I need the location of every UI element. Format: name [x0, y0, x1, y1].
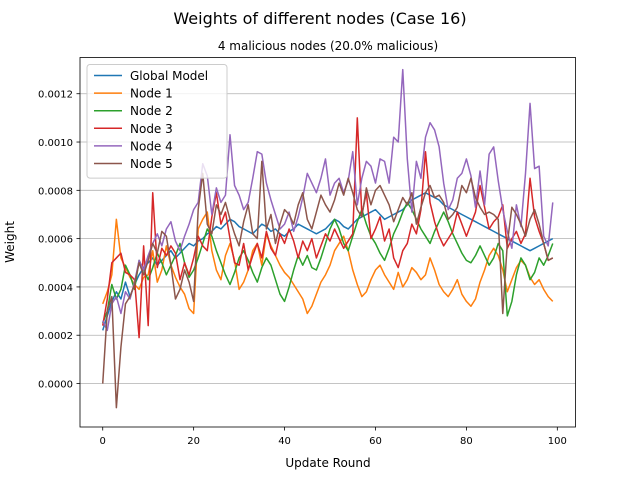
y-tick-label: 0.0012 — [38, 90, 73, 101]
legend-label: Node 5 — [130, 157, 173, 171]
y-tick-label: 0.0008 — [38, 186, 73, 197]
x-tick-label: 0 — [100, 436, 106, 447]
series-line-4 — [102, 68, 554, 332]
y-tick-label: 0.0000 — [38, 380, 73, 391]
legend-label: Node 2 — [130, 104, 173, 118]
x-tick-label: 40 — [278, 436, 291, 447]
legend-label: Global Model — [130, 69, 208, 83]
y-tick-label: 0.0010 — [38, 138, 73, 149]
y-axis-ticks: 0.0000 0.0002 0.0004 0.0006 0.0008 0.0010 0.00… — [38, 90, 80, 391]
series-line-0 — [102, 191, 554, 331]
legend: Global Model Node 1 Node 2 Node 3 Node 4 Node… — [86, 64, 228, 179]
chart-subtitle: 4 malicious nodes (20.0% malicious) — [218, 39, 438, 53]
series-line-5 — [101, 160, 554, 409]
chart-title: Weights of different nodes (Case 16) — [173, 9, 466, 28]
x-tick-label: 80 — [460, 436, 473, 447]
plot-frame — [79, 57, 576, 428]
series-lines — [101, 68, 554, 409]
series-line-3 — [101, 117, 554, 339]
legend-label: Node 3 — [130, 122, 173, 136]
y-tick-label: 0.0004 — [38, 283, 73, 294]
x-tick-label: 20 — [187, 436, 200, 447]
x-tick-label: 60 — [369, 436, 382, 447]
y-tick-label: 0.0006 — [38, 235, 73, 246]
legend-label: Node 4 — [130, 139, 173, 153]
y-tick-label: 0.0002 — [38, 331, 73, 342]
x-tick-label: 100 — [548, 436, 567, 447]
x-axis-ticks: 0 20 40 60 80 100 — [100, 427, 567, 447]
legend-label: Node 1 — [130, 87, 173, 101]
series-line-1 — [102, 211, 554, 315]
y-axis-label: Weight — [3, 221, 17, 263]
x-axis-label: Update Round — [285, 456, 370, 470]
